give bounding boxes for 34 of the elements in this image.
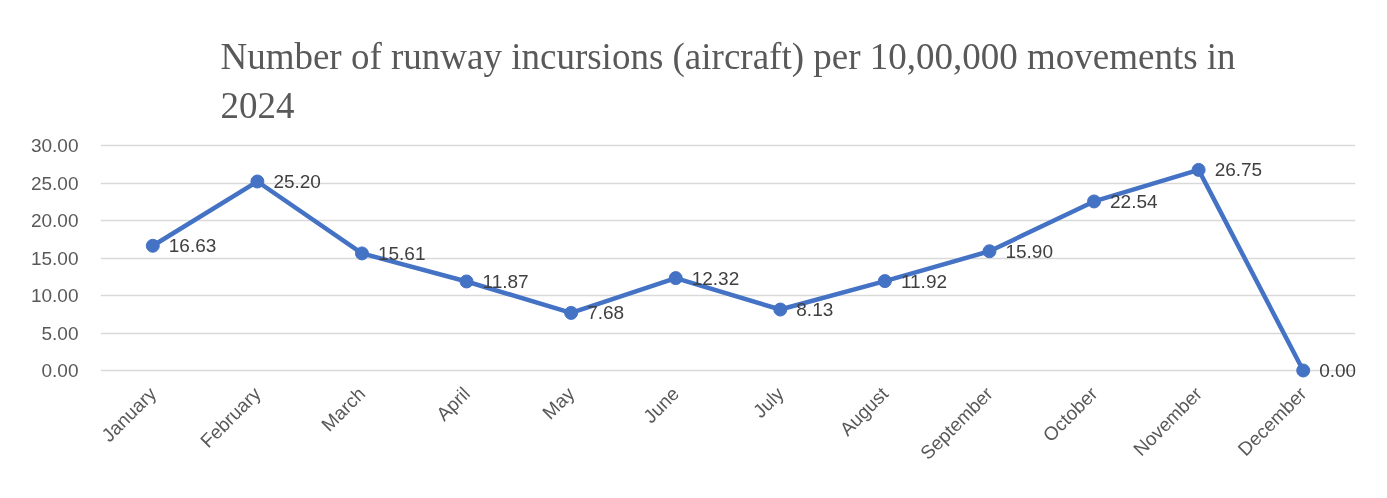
x-tick-label: May	[538, 382, 579, 424]
point	[459, 274, 474, 289]
point	[1087, 194, 1102, 209]
data-label: 12.32	[691, 267, 740, 289]
point	[354, 246, 369, 261]
point	[982, 244, 997, 259]
data-label: 15.61	[377, 242, 426, 264]
point	[145, 238, 160, 253]
data-label: 25.20	[273, 171, 321, 192]
data-label: 0.00	[1319, 360, 1357, 381]
chart-title: Number of runway incursions (aircraft) per 10,00,000 movements in 2024	[220, 36, 1236, 127]
data-label: 11.87	[482, 270, 529, 292]
y-tick-label: 15.00	[30, 247, 79, 269]
y-tick-label: 25.00	[30, 172, 79, 194]
y-tick-label: 20.00	[30, 210, 79, 231]
data-label: 7.68	[587, 302, 625, 324]
data-label: 8.13	[796, 299, 834, 321]
point	[1191, 162, 1206, 177]
y-tick-label: 30.00	[30, 135, 79, 156]
data-label: 11.92	[900, 270, 948, 292]
y-tick-label: 10.00	[30, 285, 79, 306]
data-label: 26.75	[1214, 159, 1263, 181]
data-label: 15.90	[1005, 240, 1054, 262]
point	[564, 305, 579, 320]
point	[250, 174, 265, 189]
point	[773, 302, 788, 317]
point	[668, 271, 683, 286]
x-tick-label: July	[748, 382, 789, 422]
y-tick-label: 0.00	[41, 360, 79, 381]
point	[1296, 363, 1311, 378]
point	[877, 274, 892, 289]
data-label: 22.54	[1110, 190, 1159, 212]
y-tick-label: 5.00	[41, 322, 79, 344]
data-label: 16.63	[168, 235, 217, 257]
